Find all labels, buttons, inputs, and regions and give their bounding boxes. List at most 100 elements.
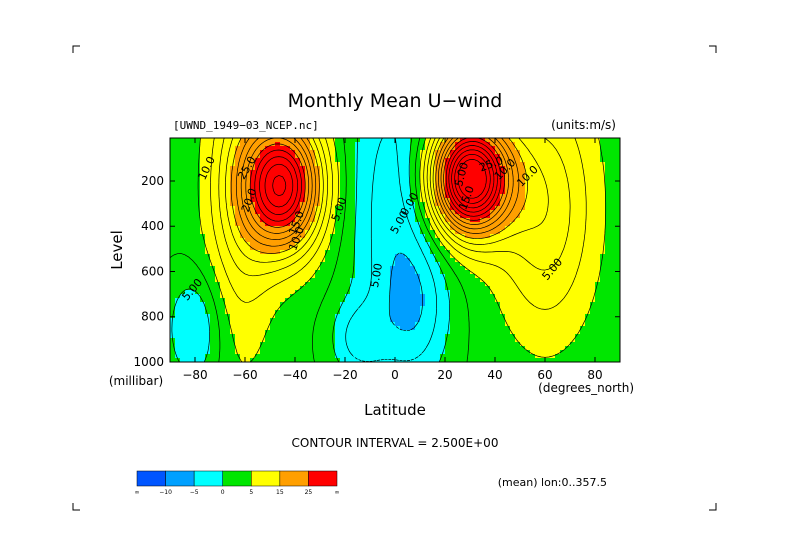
field-cell <box>395 310 401 315</box>
field-cell <box>195 258 201 263</box>
field-cell <box>415 218 421 223</box>
field-cell <box>210 190 216 195</box>
field-cell <box>545 202 551 207</box>
field-cell <box>395 322 401 327</box>
field-cell <box>255 278 261 283</box>
field-cell <box>230 246 236 251</box>
field-cell <box>555 222 561 227</box>
field-cell <box>555 142 561 147</box>
field-cell <box>455 342 461 347</box>
field-cell <box>285 326 291 331</box>
field-cell <box>280 294 286 299</box>
field-cell <box>365 190 371 195</box>
field-cell <box>350 222 356 227</box>
field-cell <box>505 270 511 275</box>
field-cell <box>550 226 556 231</box>
field-cell <box>335 286 341 291</box>
field-cell <box>315 154 321 159</box>
field-cell <box>595 258 601 263</box>
field-cell <box>510 326 516 331</box>
field-cell <box>570 218 576 223</box>
field-cell <box>465 358 471 362</box>
field-cell <box>595 198 601 203</box>
field-cell <box>205 150 211 155</box>
field-cell <box>590 198 596 203</box>
field-cell <box>550 298 556 303</box>
field-cell <box>605 302 611 307</box>
field-cell <box>270 162 276 167</box>
field-cell <box>175 166 181 171</box>
field-cell <box>275 178 281 183</box>
field-cell <box>380 274 386 279</box>
field-cell <box>505 262 511 267</box>
field-cell <box>595 334 601 339</box>
field-cell <box>610 354 616 359</box>
field-cell <box>580 354 586 359</box>
field-cell <box>415 230 421 235</box>
field-cell <box>260 262 266 267</box>
field-cell <box>610 254 616 259</box>
field-cell <box>265 306 271 311</box>
field-cell <box>355 166 361 171</box>
field-cell <box>230 198 236 203</box>
field-cell <box>550 174 556 179</box>
field-cell <box>330 238 336 243</box>
field-cell <box>605 178 611 183</box>
field-cell <box>205 302 211 307</box>
field-cell <box>575 346 581 351</box>
field-cell <box>495 310 501 315</box>
field-cell <box>385 278 391 283</box>
field-cell <box>175 346 181 351</box>
field-cell <box>530 346 536 351</box>
field-cell <box>270 262 276 267</box>
field-cell <box>240 154 246 159</box>
field-cell <box>550 306 556 311</box>
field-cell <box>240 210 246 215</box>
field-cell <box>275 142 281 147</box>
field-cell <box>610 182 616 187</box>
field-cell <box>565 210 571 215</box>
field-cell <box>245 290 251 295</box>
field-cell <box>265 298 271 303</box>
field-cell <box>400 358 406 362</box>
field-cell <box>170 162 176 167</box>
field-cell <box>500 278 506 283</box>
field-cell <box>320 222 326 227</box>
field-cell <box>225 142 231 147</box>
field-cell <box>570 290 576 295</box>
field-cell <box>425 358 431 362</box>
field-cell <box>185 242 191 247</box>
field-cell <box>240 342 246 347</box>
field-cell <box>465 302 471 307</box>
field-cell <box>405 190 411 195</box>
field-cell <box>215 190 221 195</box>
field-cell <box>535 326 541 331</box>
field-cell <box>360 170 366 175</box>
field-cell <box>425 142 431 147</box>
field-cell <box>300 358 306 362</box>
field-cell <box>340 274 346 279</box>
field-cell <box>470 322 476 327</box>
field-cell <box>395 210 401 215</box>
field-cell <box>325 234 331 239</box>
field-cell <box>230 222 236 227</box>
field-cell <box>510 234 516 239</box>
field-cell <box>575 246 581 251</box>
field-cell <box>200 354 206 359</box>
field-cell <box>505 162 511 167</box>
field-cell <box>465 254 471 259</box>
field-cell <box>275 330 281 335</box>
field-cell <box>225 318 231 323</box>
field-cell <box>385 166 391 171</box>
field-cell <box>550 166 556 171</box>
field-cell <box>550 138 556 143</box>
field-cell <box>575 298 581 303</box>
field-cell <box>575 150 581 155</box>
field-cell <box>600 314 606 319</box>
field-cell <box>445 178 451 183</box>
field-cell <box>210 182 216 187</box>
field-cell <box>345 162 351 167</box>
field-cell <box>320 226 326 231</box>
field-cell <box>580 230 586 235</box>
field-cell <box>475 338 481 343</box>
